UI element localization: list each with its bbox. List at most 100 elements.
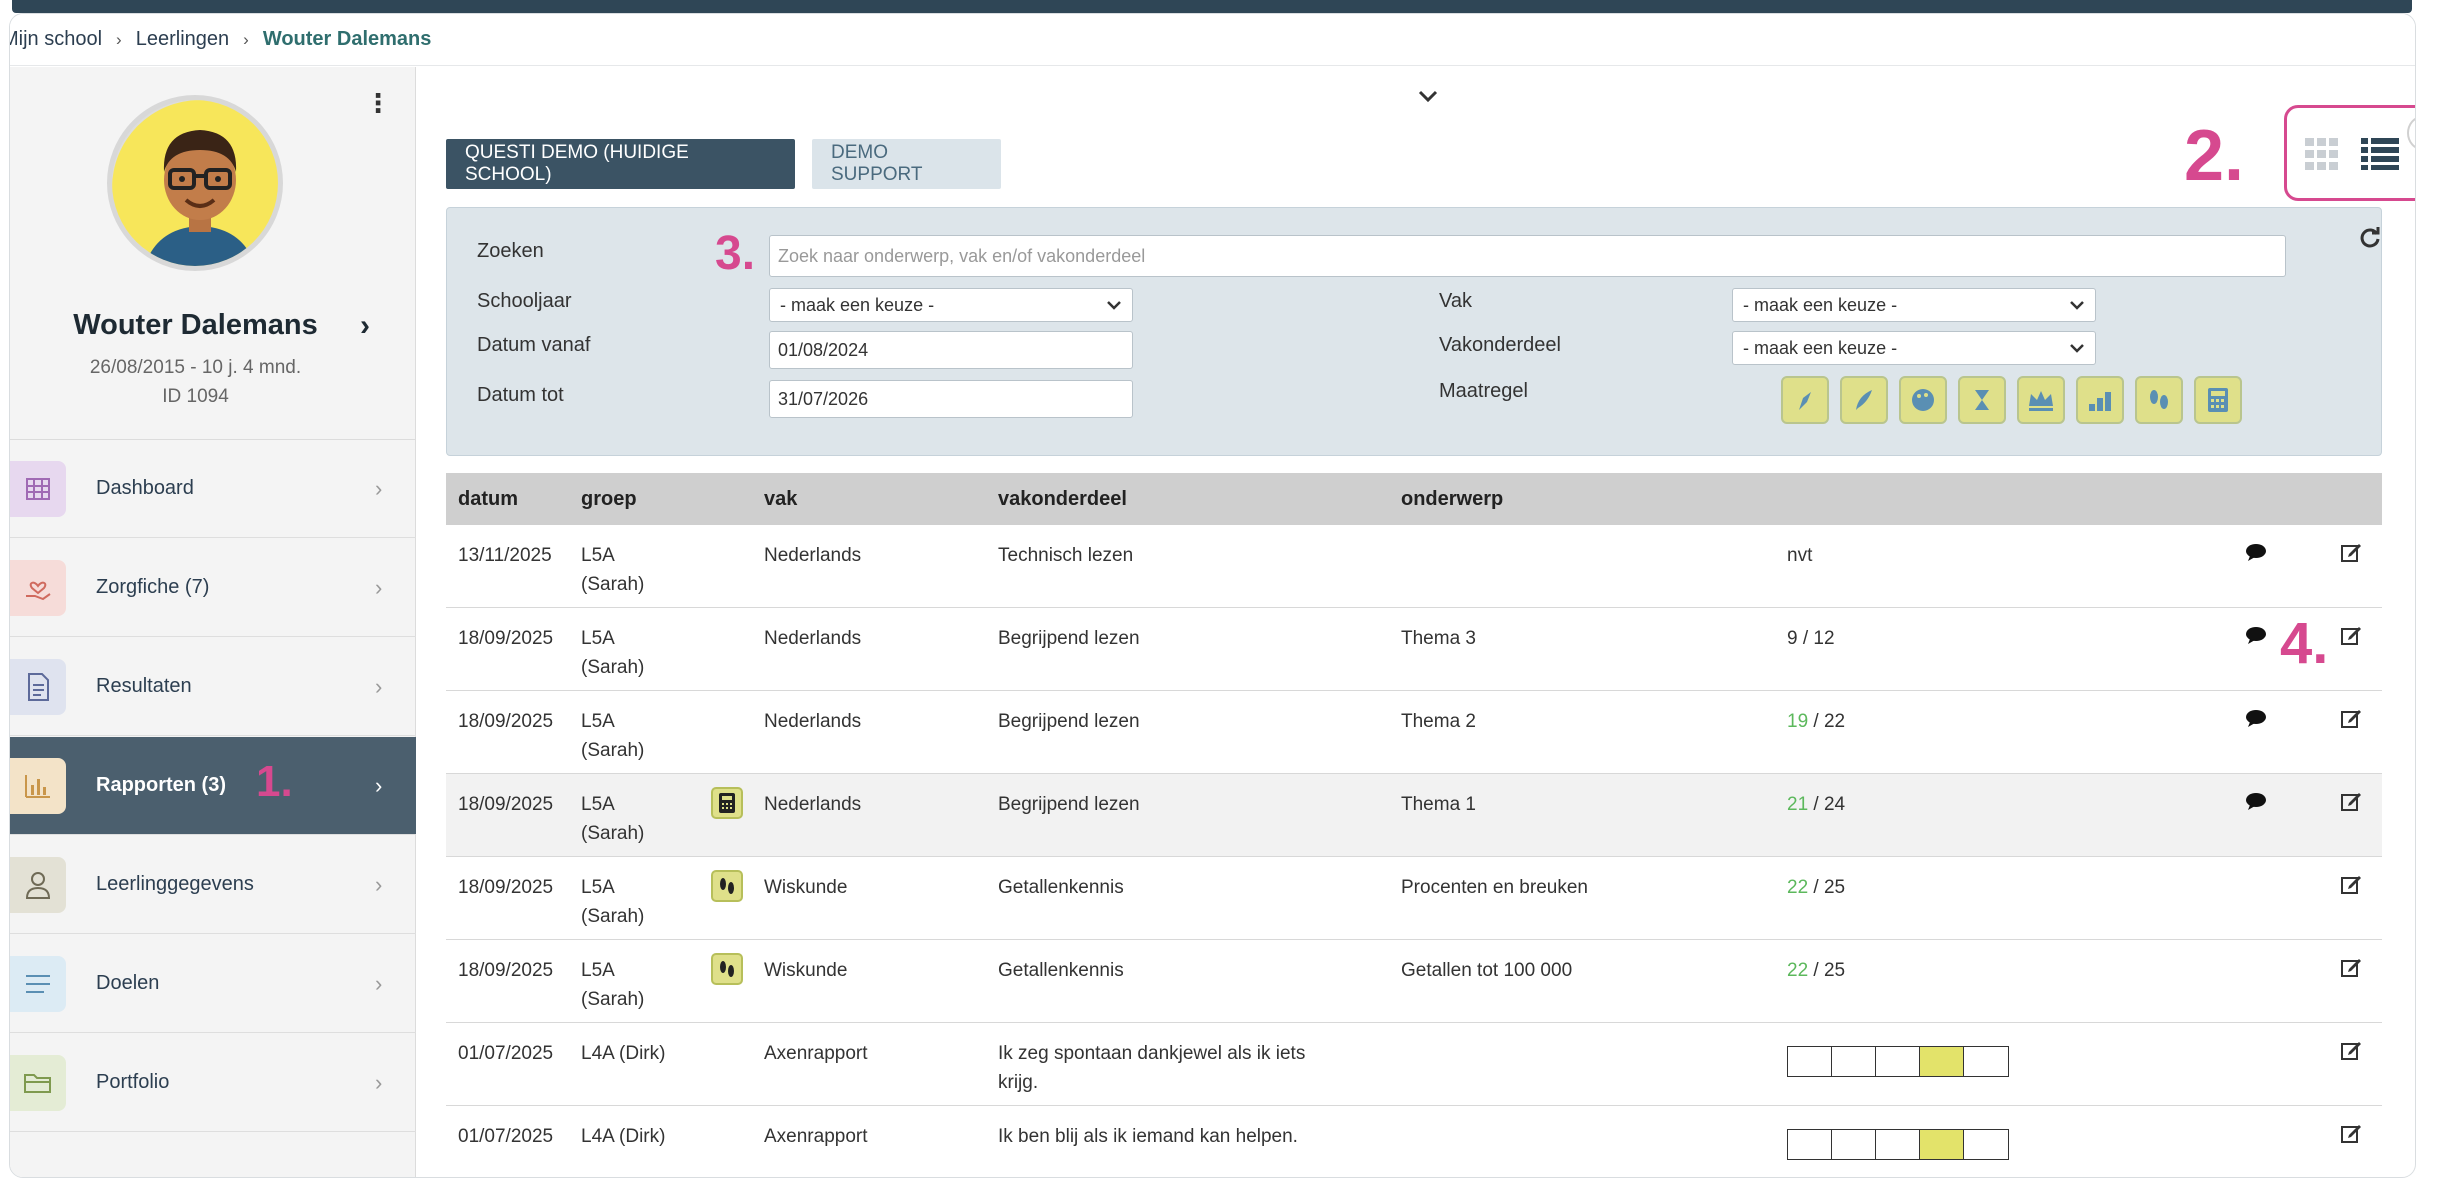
score-value: 19: [1787, 711, 1809, 732]
vak-select[interactable]: - maak een keuze -: [1732, 288, 2096, 322]
header-onderwerp[interactable]: onderwerp: [1401, 487, 1504, 510]
header-vak[interactable]: vak: [764, 487, 798, 510]
table-row[interactable]: 13/11/2025 L5A (Sarah) Nederlands Technis…: [446, 525, 2382, 608]
maatregel-palette-icon[interactable]: [1899, 376, 1947, 424]
maatregel-feather-icon[interactable]: [1840, 376, 1888, 424]
edit-icon[interactable]: [2340, 1039, 2362, 1067]
list-view-icon[interactable]: [2361, 138, 2399, 175]
cell-vakonderdeel: Getallenkennis: [998, 960, 1124, 981]
search-input[interactable]: Zoek naar onderwerp, vak en/of vakonderd…: [769, 235, 2286, 277]
cell-datum: 18/09/2025: [458, 628, 554, 649]
header-groep[interactable]: groep: [581, 487, 637, 510]
cell-vak: Wiskunde: [764, 877, 848, 898]
cell-groep: L4A (Dirk): [581, 1126, 666, 1147]
sidebar-item-leerlinggegevens[interactable]: Leerlinggegevens ›: [10, 836, 416, 934]
header-datum[interactable]: datum: [458, 487, 518, 510]
cell-groep: L5A (Sarah): [581, 707, 644, 765]
cell-vakonderdeel: Begrijpend lezen: [998, 711, 1140, 732]
breadcrumb-item-school[interactable]: Mijn school: [9, 28, 103, 50]
vakonderdeel-line-1: Ik zeg spontaan dankjewel als ik iets: [998, 1043, 1306, 1064]
maatregel-hourglass-icon[interactable]: [1958, 376, 2006, 424]
sidebar-item-label: Dashboard: [96, 477, 194, 499]
sidebar-item-resultaten[interactable]: Resultaten ›: [10, 638, 416, 736]
edit-icon[interactable]: [2340, 1122, 2362, 1150]
comment-icon[interactable]: [2245, 792, 2267, 816]
header-vakonderdeel[interactable]: vakonderdeel: [998, 487, 1127, 510]
groep-name: L5A: [581, 711, 615, 732]
comment-icon[interactable]: [2245, 543, 2267, 567]
cell-score: 22 / 25: [1787, 960, 1846, 981]
tab-questi-demo[interactable]: QUESTI DEMO (HUIDIGE SCHOOL): [446, 139, 795, 189]
table-row[interactable]: 01/07/2025 L4A (Dirk) Axenrapport Ik zeg…: [446, 1023, 2382, 1106]
table-row[interactable]: 18/09/2025 L5A (Sarah) Wiskunde Getallenk…: [446, 940, 2382, 1023]
sidebar-item-portfolio[interactable]: Portfolio ›: [10, 1034, 416, 1132]
sidebar-item-doelen[interactable]: Doelen ›: [10, 935, 416, 1033]
sidebar: ⋮ Wouter Dalemans › 26/08/2015 - 10 j. 4…: [10, 67, 416, 1177]
cell-vakonderdeel: Begrijpend lezen: [998, 794, 1140, 815]
results-table: datum groep vak vakonderdeel onderwerp 1…: [446, 473, 2382, 1177]
cell-vak: Wiskunde: [764, 960, 848, 981]
chevron-right-icon[interactable]: ›: [360, 309, 370, 342]
table-row[interactable]: 18/09/2025 L5A (Sarah) Nederlands Begrijp…: [446, 691, 2382, 774]
more-options-icon[interactable]: ⋮: [365, 88, 391, 118]
chevron-down-icon[interactable]: [1417, 83, 1439, 109]
tab-demo-support[interactable]: DEMO SUPPORT: [812, 139, 1001, 189]
rating-scale: [1787, 1046, 2009, 1077]
groep-teacher: (Sarah): [581, 823, 645, 844]
table-row[interactable]: 18/09/2025 L5A (Sarah) Nederlands Begrijp…: [446, 774, 2382, 857]
calculator-icon: [711, 787, 743, 819]
grid-view-icon[interactable]: [2305, 138, 2339, 175]
sidebar-item-zorgfiche[interactable]: Zorgfiche (7) ›: [10, 539, 416, 637]
maatregel-reading-icon[interactable]: [1781, 376, 1829, 424]
schooljaar-select[interactable]: - maak een keuze -: [769, 288, 1133, 322]
edit-icon[interactable]: [2340, 956, 2362, 984]
scale-cell-5: [1964, 1130, 2008, 1159]
comment-icon[interactable]: [2245, 709, 2267, 733]
sidebar-item-label: Rapporten (3): [96, 774, 226, 796]
cell-score: 9 / 12: [1787, 628, 1835, 649]
cell-onderwerp: Getallen tot 100 000: [1401, 960, 1573, 981]
sidebar-item-dashboard[interactable]: Dashboard ›: [10, 440, 416, 538]
student-name: Wouter Dalemans: [73, 309, 318, 341]
sidebar-item-label: Portfolio: [96, 1071, 170, 1093]
maatregel-steps-icon[interactable]: [2076, 376, 2124, 424]
groep-teacher: (Sarah): [581, 989, 645, 1010]
cell-score: 21 / 24: [1787, 794, 1846, 815]
maatregel-footprints-icon[interactable]: [2135, 376, 2183, 424]
cell-onderwerp: Procenten en breuken: [1401, 877, 1588, 898]
cell-result: nvt: [1787, 545, 1813, 566]
edit-icon[interactable]: [2340, 541, 2362, 569]
groep-name: L5A: [581, 877, 615, 898]
edit-icon[interactable]: [2340, 790, 2362, 818]
cell-datum: 18/09/2025: [458, 711, 554, 732]
table-row[interactable]: 18/09/2025 L5A (Sarah) Wiskunde Getallenk…: [446, 857, 2382, 940]
datum-tot-input[interactable]: 31/07/2026: [769, 380, 1133, 418]
datum-vanaf-input[interactable]: 01/08/2024: [769, 331, 1133, 369]
footprints-icon: [711, 953, 743, 985]
comment-icon[interactable]: [2245, 626, 2267, 650]
maatregel-crown-icon[interactable]: [2017, 376, 2065, 424]
hand-heart-icon: [10, 559, 66, 616]
scale-cell-1: [1788, 1130, 1832, 1159]
cell-datum: 18/09/2025: [458, 960, 554, 981]
edit-icon[interactable]: [2340, 873, 2362, 901]
sidebar-item-label: Leerlinggegevens: [96, 873, 254, 895]
table-row[interactable]: 01/07/2025 L4A (Dirk) Axenrapport Ik ben…: [446, 1106, 2382, 1177]
refresh-icon[interactable]: [2359, 226, 2381, 253]
maatregel-calculator-icon[interactable]: [2194, 376, 2242, 424]
scale-cell-1: [1788, 1047, 1832, 1076]
chevron-right-icon: ›: [375, 970, 383, 996]
datum-vanaf-label: Datum vanaf: [477, 334, 591, 356]
collapse-handle-icon[interactable]: [2407, 116, 2415, 150]
sidebar-item-rapporten[interactable]: Rapporten (3) 1. ›: [10, 737, 416, 835]
groep-name: L5A: [581, 794, 615, 815]
vakonderdeel-select[interactable]: - maak een keuze -: [1732, 331, 2096, 365]
table-row[interactable]: 18/09/2025 L5A (Sarah) Nederlands Begrijp…: [446, 608, 2382, 691]
score-value: 21: [1787, 794, 1809, 815]
cell-vak: Nederlands: [764, 711, 862, 732]
schooljaar-label: Schooljaar: [477, 290, 572, 312]
edit-icon[interactable]: [2340, 707, 2362, 735]
groep-name: L5A: [581, 545, 615, 566]
edit-icon[interactable]: [2340, 624, 2362, 652]
breadcrumb-item-leerlingen[interactable]: Leerlingen: [135, 28, 230, 50]
